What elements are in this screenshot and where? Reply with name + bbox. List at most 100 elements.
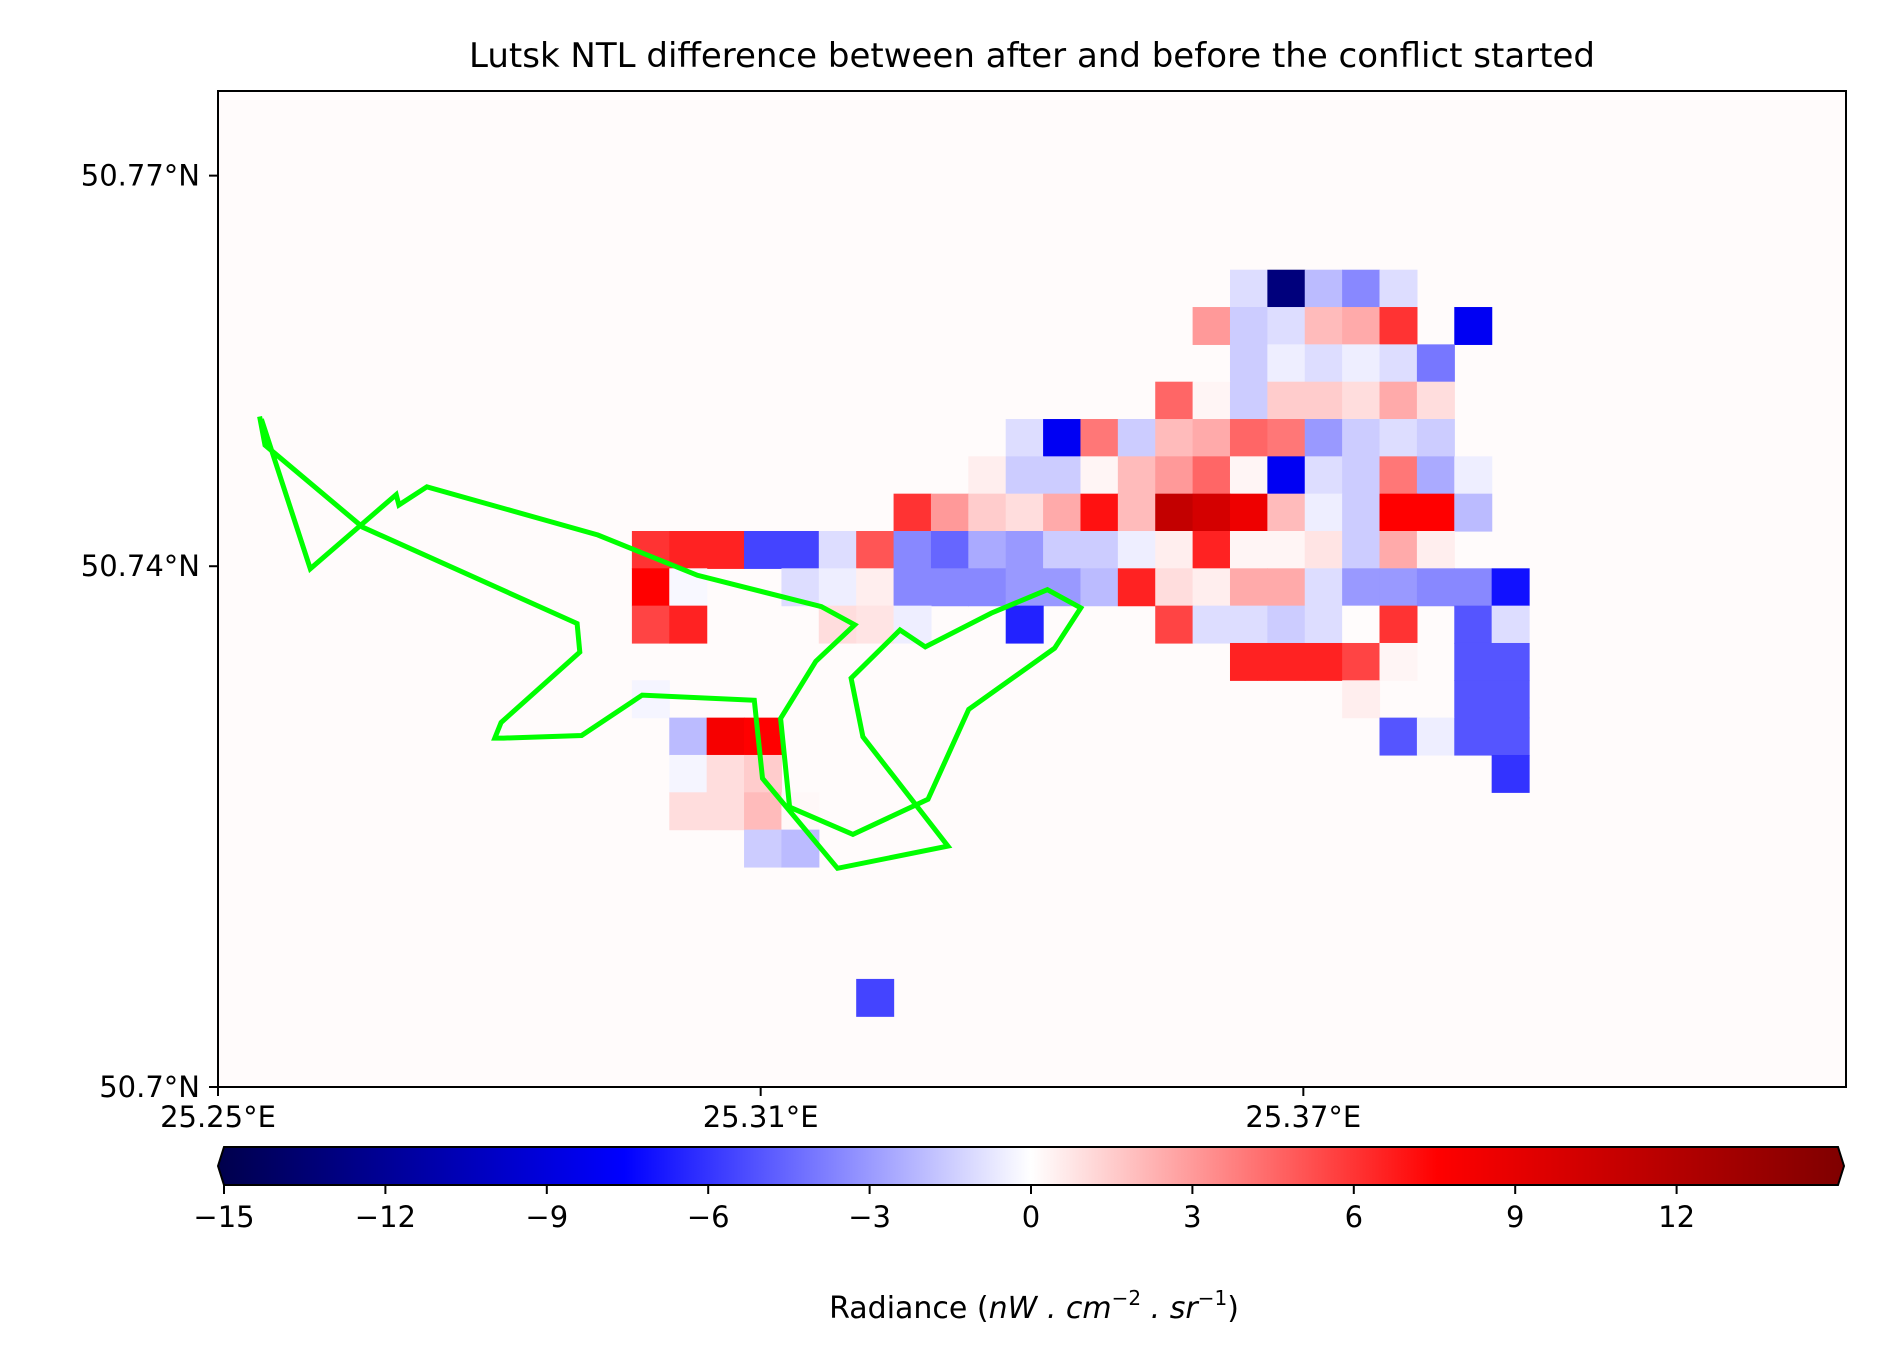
heatmap-cell bbox=[1005, 605, 1044, 644]
heatmap-cell bbox=[669, 605, 708, 644]
heatmap-cell bbox=[1192, 531, 1231, 569]
heatmap-cell bbox=[1080, 456, 1119, 495]
heatmap-cell bbox=[1491, 605, 1530, 644]
heatmap-cell bbox=[1080, 493, 1119, 532]
heatmap-cell bbox=[1192, 307, 1231, 345]
heatmap-cell bbox=[1267, 344, 1306, 383]
heatmap-cell bbox=[1416, 493, 1455, 532]
colorbar-tick-label: 6 bbox=[1345, 1200, 1363, 1234]
heatmap-cell bbox=[1491, 754, 1530, 793]
heatmap-cell bbox=[1043, 568, 1082, 607]
heatmap-cell bbox=[1267, 269, 1306, 308]
heatmap-cell bbox=[1155, 605, 1194, 644]
heatmap-cell bbox=[706, 531, 745, 569]
heatmap-cell bbox=[1379, 493, 1418, 532]
heatmap-cell bbox=[818, 531, 857, 569]
heatmap-cell bbox=[1342, 493, 1381, 532]
heatmap-cell bbox=[1379, 605, 1418, 644]
heatmap-cell bbox=[1454, 307, 1493, 345]
heatmap-cell bbox=[1267, 381, 1306, 420]
heatmap-cell bbox=[1304, 605, 1343, 644]
heatmap-cell bbox=[1416, 456, 1455, 495]
heatmap-cell bbox=[930, 568, 969, 607]
heatmap-cell bbox=[1454, 493, 1493, 532]
heatmap-cell bbox=[1117, 419, 1156, 457]
heatmap-cell bbox=[1117, 568, 1156, 607]
heatmap-cell bbox=[631, 568, 670, 607]
colorbar-label-unit: nW . cm bbox=[989, 1291, 1112, 1326]
colorbar-tick-label: 0 bbox=[1022, 1200, 1040, 1234]
heatmap-cell bbox=[1416, 531, 1455, 569]
heatmap-cell bbox=[1454, 642, 1493, 681]
heatmap-cell bbox=[1155, 419, 1194, 457]
heatmap-cell bbox=[1304, 419, 1343, 457]
heatmap-cell bbox=[930, 531, 969, 569]
colorbar-ticks: −15 −12 −9 −6 −3 0 3 6 9 12 bbox=[193, 1185, 1695, 1234]
heatmap-cell bbox=[706, 754, 745, 793]
x-tick-label: 25.31°E bbox=[703, 1100, 819, 1134]
y-tick-label: 50.74°N bbox=[81, 549, 200, 583]
heatmap-cell bbox=[1342, 568, 1381, 607]
heatmap-cell bbox=[1379, 269, 1418, 308]
heatmap-cell bbox=[1192, 493, 1231, 532]
heatmap-cell bbox=[1229, 456, 1268, 495]
heatmap-cell bbox=[1229, 307, 1268, 345]
colorbar-label-exp2: −1 bbox=[1198, 1286, 1227, 1310]
heatmap-cell bbox=[1155, 493, 1194, 532]
colorbar-label-mid: . sr bbox=[1141, 1291, 1199, 1326]
heatmap-cell bbox=[1117, 531, 1156, 569]
heatmap-cell bbox=[1454, 605, 1493, 644]
heatmap-cell bbox=[1304, 344, 1343, 383]
heatmap-cell bbox=[968, 456, 1007, 495]
heatmap-cell bbox=[1267, 493, 1306, 532]
y-tick-label: 50.7°N bbox=[99, 1070, 200, 1104]
heatmap-cell bbox=[1229, 568, 1268, 607]
heatmap-cell bbox=[1379, 419, 1418, 457]
heatmap-cell bbox=[1342, 680, 1381, 719]
heatmap-cell bbox=[1304, 269, 1343, 308]
heatmap-cell bbox=[1043, 419, 1082, 457]
heatmap-cell bbox=[893, 493, 932, 532]
heatmap-cell bbox=[631, 605, 670, 644]
heatmap-cell bbox=[1080, 568, 1119, 607]
heatmap-cell bbox=[1229, 531, 1268, 569]
heatmap-cell bbox=[856, 568, 895, 607]
heatmap-cell bbox=[1304, 531, 1343, 569]
heatmap-cell bbox=[1416, 344, 1455, 383]
heatmap-cell bbox=[1379, 568, 1418, 607]
heatmap-cell bbox=[1454, 456, 1493, 495]
heatmap-cell bbox=[1454, 680, 1493, 719]
heatmap-cell bbox=[744, 531, 783, 569]
heatmap-cell bbox=[1267, 456, 1306, 495]
colorbar-label: Radiance (nW . cm−2 . sr−1) bbox=[829, 1286, 1239, 1326]
heatmap-cell bbox=[1304, 307, 1343, 345]
heatmap-cell bbox=[1342, 344, 1381, 383]
heatmap-cell bbox=[968, 493, 1007, 532]
heatmap-cell bbox=[893, 568, 932, 607]
heatmap-cell bbox=[1229, 605, 1268, 644]
heatmap-cell bbox=[1192, 419, 1231, 457]
heatmap-cell bbox=[1155, 568, 1194, 607]
heatmap-cell bbox=[1379, 381, 1418, 420]
colorbar-tick-label: −3 bbox=[848, 1200, 891, 1234]
heatmap-cell bbox=[1005, 531, 1044, 569]
heatmap-cell bbox=[1043, 531, 1082, 569]
heatmap-cell bbox=[1005, 493, 1044, 532]
heatmap-cell bbox=[669, 717, 708, 756]
x-axis-ticks: 25.25°E 25.31°E 25.37°E bbox=[160, 1087, 1361, 1134]
heatmap-cell bbox=[1080, 531, 1119, 569]
heatmap-cell bbox=[1267, 531, 1306, 569]
y-tick-label: 50.77°N bbox=[81, 159, 200, 193]
colorbar-tick-label: −15 bbox=[193, 1200, 254, 1234]
heatmap-cell bbox=[1342, 605, 1381, 644]
heatmap-cell bbox=[669, 792, 708, 831]
colorbar-tick-label: −9 bbox=[525, 1200, 568, 1234]
heatmap-cell bbox=[1043, 456, 1082, 495]
heatmap-cell bbox=[1192, 381, 1231, 420]
heatmap-cell bbox=[669, 531, 708, 569]
heatmap-cell bbox=[1379, 717, 1418, 756]
heatmap-cell bbox=[930, 493, 969, 532]
heatmap-cell bbox=[1229, 269, 1268, 308]
heatmap-cell bbox=[1342, 456, 1381, 495]
heatmap-cell bbox=[968, 531, 1007, 569]
